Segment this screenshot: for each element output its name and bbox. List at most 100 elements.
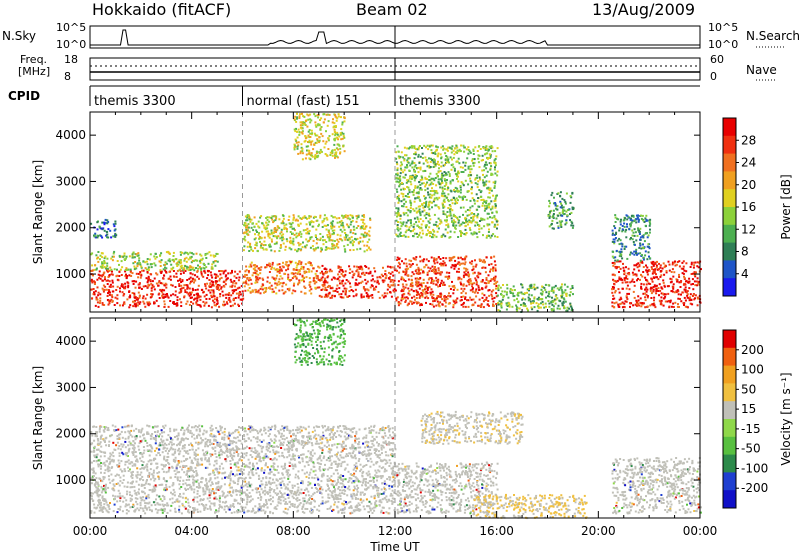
data-cell [435,298,438,301]
data-cell [282,222,285,225]
data-cell [106,219,109,222]
data-cell [453,220,456,223]
data-cell [550,194,553,197]
data-cell [499,310,501,313]
data-cell [424,287,427,290]
data-cell [314,121,317,124]
data-cell [115,234,118,237]
data-cell [231,289,234,292]
data-cell [515,304,518,307]
data-cell [451,202,454,205]
data-cell [178,279,181,282]
data-cell [494,158,497,160]
data-cell [295,127,297,130]
data-cell [196,297,199,300]
data-cell [341,270,344,273]
data-cell [421,147,423,149]
data-cell [647,251,650,254]
data-cell [501,290,504,293]
data-cell [270,217,273,219]
data-cell [245,282,248,285]
data-cell [517,294,520,297]
data-cell [460,303,463,306]
data-cell [119,304,121,307]
data-cell [161,282,164,285]
data-cell [301,150,304,153]
data-cell [418,209,421,212]
data-cell [361,227,363,230]
data-cell [340,296,343,299]
data-cell [645,293,648,296]
data-cell [424,197,427,200]
data-cell [125,267,128,270]
data-cell [408,169,411,172]
data-cell [614,216,617,219]
data-cell [372,288,375,291]
data-cell [151,284,154,287]
data-cell [559,194,561,197]
data-cell [483,218,486,221]
data-cell [96,236,99,239]
data-cell [323,279,326,282]
data-cell [649,228,651,231]
data-cell [396,174,399,177]
data-cell [183,268,186,271]
data-cell [436,154,439,157]
data-cell [433,198,436,201]
data-cell [321,226,324,228]
data-cell [124,270,127,273]
data-cell [686,293,689,296]
data-cell [189,265,192,268]
data-cell [612,264,615,267]
data-cell [396,227,399,229]
data-cell [662,281,665,284]
data-cell [325,289,328,292]
data-cell [547,292,550,295]
data-cell [569,213,571,215]
data-cell [555,217,558,220]
data-cell [101,275,104,278]
data-cell [622,219,625,222]
data-cell [356,248,359,251]
data-cell [157,305,160,308]
data-cell [294,248,297,251]
data-cell [220,286,223,289]
data-cell [638,231,641,233]
data-cell [175,272,178,275]
data-cell [411,146,414,149]
data-cell [652,260,655,263]
data-cell [477,304,480,307]
data-cell [440,157,443,160]
data-cell [258,277,261,280]
data-cell [252,271,255,274]
data-cell [389,265,392,268]
data-cell [469,279,472,282]
data-cell [331,121,334,124]
data-cell [306,113,309,116]
data-cell [555,207,557,210]
data-cell [631,229,634,232]
data-cell [443,283,446,286]
data-cell [305,153,308,156]
data-cell [280,222,283,225]
data-cell [299,217,302,220]
data-cell [206,277,209,280]
data-cell [114,222,117,225]
data-cell [450,190,453,193]
data-cell [259,269,261,271]
nsearch-tick-bottom: 10^0 [708,38,739,51]
data-cell [284,248,287,251]
data-cell [212,291,215,294]
data-cell [103,265,106,268]
data-cell [98,258,101,261]
data-cell [133,300,136,303]
data-cell [628,272,630,275]
data-cell [552,209,555,212]
data-cell [216,303,219,305]
data-cell [260,242,263,245]
data-cell [654,261,657,264]
data-cell [342,132,345,135]
data-cell [405,265,408,268]
data-cell [349,285,352,288]
data-cell [388,286,391,289]
